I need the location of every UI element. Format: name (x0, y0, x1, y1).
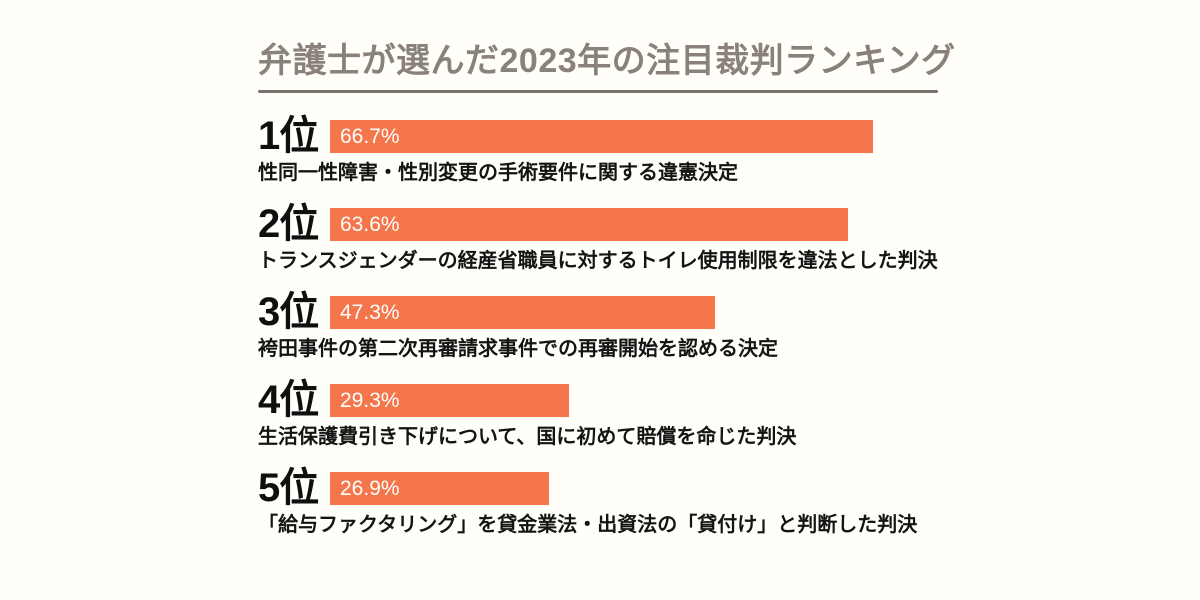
case-description: 性同一性障害・性別変更の手術要件に関する違憲決定 (258, 162, 738, 185)
value-label: 29.3% (340, 388, 400, 412)
ranking-row: 1位 66.7% 性同一性障害・性別変更の手術要件に関する違憲決定 (258, 114, 938, 187)
ranking-row: 4位 29.3% 生活保護費引き下げについて、国に初めて賠償を命じた判決 (258, 378, 938, 451)
bar: 63.6% (330, 208, 848, 242)
page-title: 弁護士が選んだ2023年の注目裁判ランキング (258, 42, 956, 80)
bar-line: 4位 29.3% (258, 378, 938, 423)
case-description: 生活保護費引き下げについて、国に初めて賠償を命じた判決 (258, 426, 797, 449)
title-divider (258, 90, 938, 94)
bar-line: 5位 26.9% (258, 466, 938, 511)
bar: 66.7% (330, 120, 873, 154)
case-description: 「給与ファクタリング」を貸金業法・出資法の「貸付け」と判断した判決 (258, 514, 918, 537)
rank-label: 4位 (258, 378, 319, 423)
bar: 29.3% (330, 384, 569, 418)
rank-label: 2位 (258, 202, 319, 247)
case-description: トランスジェンダーの経産省職員に対するトイレ使用制限を違法とした判決 (258, 250, 938, 273)
value-label: 66.7% (340, 124, 400, 148)
ranking-row: 3位 47.3% 袴田事件の第二次再審請求事件での再審開始を認める決定 (258, 290, 938, 363)
bar-line: 1位 66.7% (258, 114, 938, 159)
chart-content: 弁護士が選んだ2023年の注目裁判ランキング 1位 66.7% 性同一性障害・性… (258, 0, 956, 560)
ranking-row: 2位 63.6% トランスジェンダーの経産省職員に対するトイレ使用制限を違法とし… (258, 202, 938, 275)
ranking-row: 5位 26.9% 「給与ファクタリング」を貸金業法・出資法の「貸付け」と判断した… (258, 466, 938, 539)
ranking-list: 1位 66.7% 性同一性障害・性別変更の手術要件に関する違憲決定 2位 63.… (258, 114, 938, 539)
rank-label: 3位 (258, 290, 319, 335)
case-description: 袴田事件の第二次再審請求事件での再審開始を認める決定 (258, 338, 778, 361)
rank-label: 1位 (258, 114, 319, 159)
bar-line: 3位 47.3% (258, 290, 938, 335)
value-label: 63.6% (340, 212, 400, 236)
value-label: 47.3% (340, 300, 400, 324)
value-label: 26.9% (340, 476, 400, 500)
bar: 26.9% (330, 472, 549, 506)
bar-line: 2位 63.6% (258, 202, 938, 247)
bar: 47.3% (330, 296, 715, 330)
rank-label: 5位 (258, 466, 319, 511)
